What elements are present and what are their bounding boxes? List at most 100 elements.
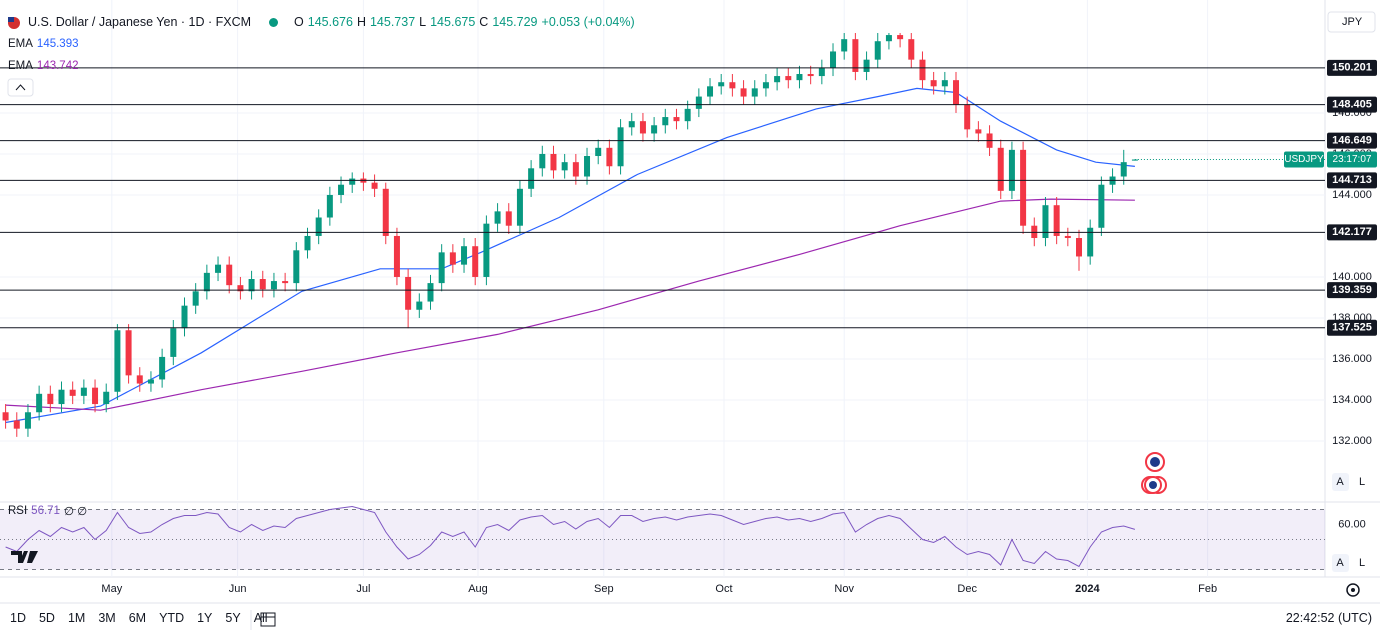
candle-body	[684, 108, 691, 122]
clock: 22:42:52 (UTC)	[1285, 611, 1372, 625]
currency-box	[1327, 11, 1376, 33]
candle-body	[673, 117, 680, 122]
candle-body	[136, 375, 143, 384]
level-badge	[1327, 224, 1377, 241]
scale-button-label[interactable]: A	[1336, 476, 1344, 488]
candle-body	[561, 162, 568, 171]
candle-body	[1008, 149, 1015, 191]
scale-button	[1354, 554, 1371, 572]
y-tick-label: 144.000	[1332, 189, 1372, 201]
rsi-suffix: ∅ ∅	[63, 506, 88, 518]
scale-button-label[interactable]: L	[1359, 557, 1365, 569]
candle-body	[461, 246, 468, 265]
candle-body	[852, 39, 859, 72]
candle-body	[919, 59, 926, 81]
candle-body	[651, 125, 658, 134]
x-tick-label: Jun	[229, 583, 247, 595]
ohlc-label: C	[479, 15, 489, 29]
range-button[interactable]: 1M	[67, 611, 86, 625]
range-button[interactable]: YTD	[159, 611, 185, 625]
range-button[interactable]: 1D	[10, 611, 26, 625]
candle-body	[584, 156, 591, 177]
y-tick-label: 136.000	[1332, 353, 1372, 365]
rsi-name: RSI	[8, 505, 28, 517]
ohlc-label: L	[419, 15, 427, 29]
level-label: 146.649	[1332, 135, 1372, 147]
candle-body	[203, 272, 210, 292]
candle-body	[427, 283, 434, 302]
candle-body	[863, 59, 870, 72]
change: +0.053 (+0.04%)	[541, 15, 635, 29]
level-label: 137.525	[1332, 322, 1372, 334]
candle-body	[1120, 162, 1127, 177]
scale-button-label[interactable]: A	[1336, 557, 1344, 569]
candle-body	[740, 88, 747, 97]
candle-body	[807, 74, 814, 77]
level-label: 144.713	[1332, 174, 1372, 186]
candle-body	[885, 35, 892, 42]
candle-body	[505, 211, 512, 226]
market-status	[269, 17, 279, 27]
ema-name: EMA	[8, 38, 33, 50]
candle-body	[438, 252, 445, 284]
x-tick-label: Jul	[356, 583, 370, 595]
y-tick-label: 132.000	[1332, 435, 1372, 447]
range-button[interactable]: All	[253, 611, 268, 625]
candle-body	[1053, 205, 1060, 236]
y-tick-label: 134.000	[1332, 394, 1372, 406]
candle-body	[718, 82, 725, 87]
candle-body	[729, 82, 736, 89]
range-button[interactable]: 1Y	[197, 611, 213, 625]
range-button[interactable]: 3M	[98, 611, 116, 625]
range-button[interactable]: 5Y	[225, 611, 241, 625]
symbol-badge	[1284, 151, 1324, 168]
symbol-badge-label: USDJPY	[1284, 154, 1324, 165]
candle-body	[595, 147, 602, 157]
candle-body	[192, 291, 199, 306]
candle-body	[159, 356, 166, 380]
candle-body	[908, 39, 915, 60]
countdown-label: 23:17:07	[1333, 154, 1372, 165]
candle-body	[528, 168, 535, 189]
ema-legend: EMA 145.393	[8, 38, 79, 50]
candle-body	[259, 279, 266, 290]
candle-body	[293, 250, 300, 284]
x-tick-label: Nov	[834, 583, 854, 595]
candle-body	[639, 121, 646, 134]
candle-body	[975, 129, 982, 134]
range-button[interactable]: 5D	[38, 611, 55, 625]
candle-body	[953, 80, 960, 105]
rsi-band	[0, 509, 1325, 570]
x-tick-label: Dec	[957, 583, 977, 595]
candle-body	[472, 246, 479, 277]
x-tick-label: Feb	[1198, 583, 1217, 595]
candle-body	[617, 127, 624, 167]
candle-body	[1076, 238, 1083, 257]
candle-body	[762, 82, 769, 89]
candle-body	[494, 211, 501, 224]
level-label: 139.359	[1332, 284, 1372, 296]
candle-body	[606, 147, 613, 167]
candle-body	[695, 96, 702, 109]
ema-line	[5, 87, 1135, 424]
candle-body	[550, 153, 557, 171]
candle-body	[125, 330, 132, 376]
candle-body	[662, 117, 669, 126]
candle-body	[215, 264, 222, 273]
candle-body	[103, 391, 110, 405]
level-badge	[1327, 319, 1377, 336]
range-button[interactable]: 6M	[128, 611, 147, 625]
range-toolbar: 1D 5D 1M 3M 6M YTD 1Y 5Y All	[8, 611, 270, 625]
candle-body	[237, 285, 244, 292]
level-badge	[1327, 282, 1377, 299]
scale-button-label[interactable]: L	[1359, 476, 1365, 488]
candle-body	[248, 279, 255, 292]
candle-body	[572, 162, 579, 177]
candle-body	[796, 74, 803, 81]
ohlc-label: O	[294, 15, 304, 29]
level-label: 148.405	[1332, 99, 1372, 111]
candle-body	[24, 412, 31, 429]
candle-body	[830, 51, 837, 68]
candle-body	[326, 194, 333, 218]
